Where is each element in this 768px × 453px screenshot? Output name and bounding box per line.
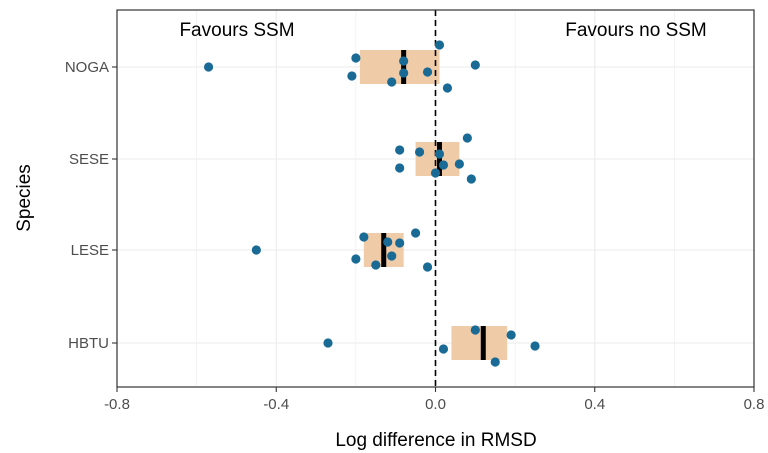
point-noga — [442, 83, 453, 93]
point-sese — [438, 160, 449, 170]
x-axis-title: Log difference in RMSD — [335, 430, 536, 451]
x-tick-label: 0.0 — [425, 396, 446, 413]
x-tick-label: 0.4 — [584, 396, 605, 413]
x-tick-label: -0.8 — [104, 396, 130, 413]
x-tick-label: -0.4 — [263, 396, 289, 413]
box-noga — [359, 50, 440, 84]
point-sese — [466, 174, 476, 184]
point-hbtu — [506, 330, 516, 340]
point-sese — [395, 163, 405, 173]
point-noga — [399, 68, 409, 78]
point-lese — [251, 245, 261, 255]
point-lese — [410, 228, 421, 238]
point-lese — [383, 237, 393, 247]
y-tick-label-sese: SESE — [69, 151, 109, 168]
axis-layer: -0.8 -0.4 0.0 0.4 0.8 NOGA SESE LESE HBTU — [65, 59, 765, 413]
point-noga — [399, 56, 409, 66]
point-noga — [387, 77, 397, 87]
point-sese — [414, 147, 425, 157]
point-layer — [203, 40, 540, 367]
point-noga — [347, 71, 357, 81]
point-lese — [387, 251, 397, 261]
y-axis-title: Species — [14, 164, 35, 232]
point-hbtu — [438, 344, 449, 354]
y-tick-label-lese: LESE — [71, 242, 109, 259]
point-sese — [395, 145, 405, 155]
point-noga — [203, 62, 214, 72]
point-noga — [422, 67, 433, 77]
point-noga — [351, 53, 361, 63]
point-hbtu — [470, 325, 480, 335]
point-hbtu — [323, 338, 333, 348]
annotation-favours-ssm: Favours SSM — [179, 20, 294, 41]
point-sese — [430, 168, 441, 178]
point-hbtu — [490, 357, 500, 367]
point-sese — [462, 133, 472, 143]
point-lese — [351, 254, 361, 264]
y-tick-label-hbtu: HBTU — [68, 335, 109, 352]
point-lese — [422, 262, 433, 272]
point-lese — [395, 238, 405, 248]
point-noga — [434, 40, 445, 50]
point-sese — [454, 159, 464, 169]
x-tick-label: 0.8 — [744, 396, 765, 413]
y-tick-label-noga: NOGA — [65, 59, 109, 76]
point-hbtu — [530, 341, 540, 351]
point-sese — [434, 149, 445, 159]
point-lese — [359, 232, 369, 242]
point-lese — [371, 260, 381, 270]
annotation-favours-no-ssm: Favours no SSM — [565, 20, 707, 41]
median-layer — [381, 50, 486, 360]
point-noga — [470, 60, 480, 70]
